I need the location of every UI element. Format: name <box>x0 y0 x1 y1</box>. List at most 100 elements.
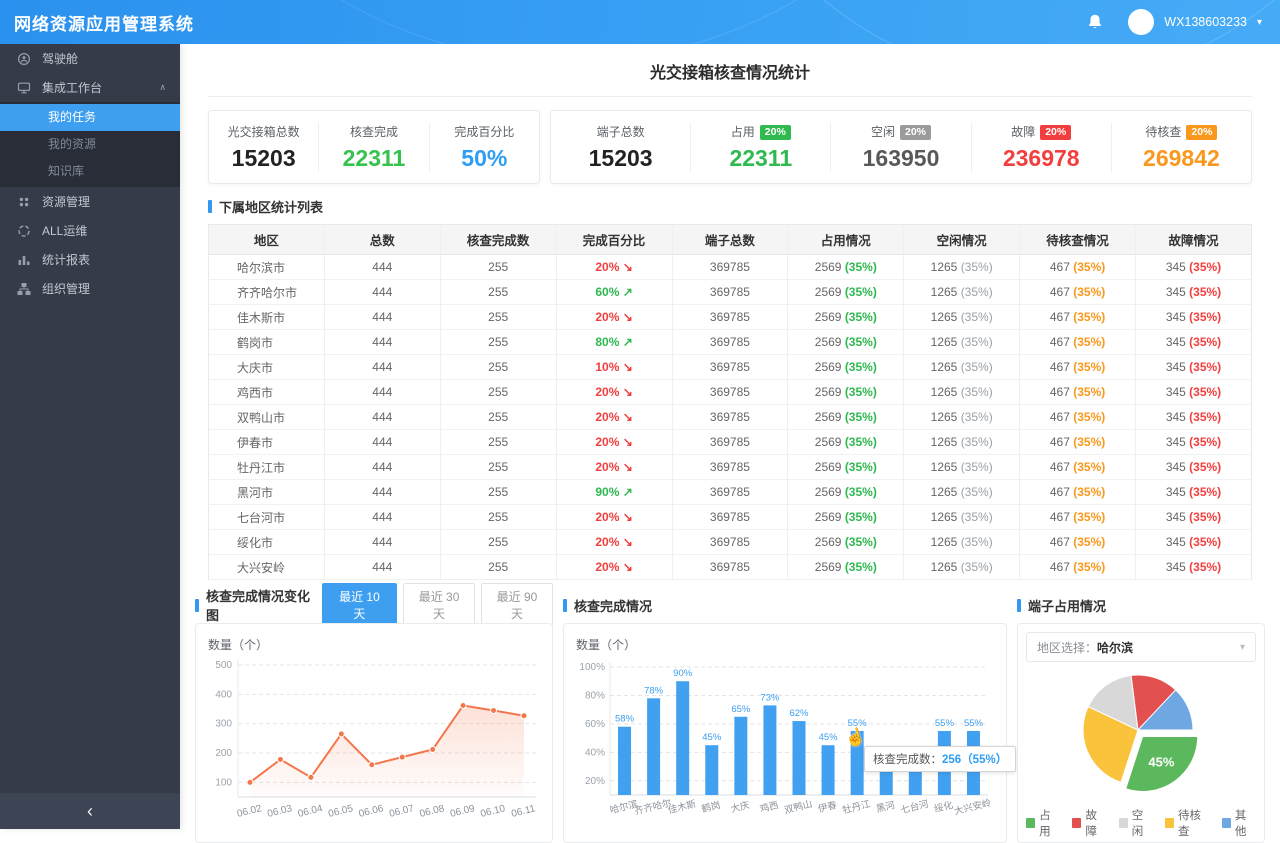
table-cell: 444 <box>324 380 440 405</box>
table-cell: 345 (35%) <box>1136 355 1252 380</box>
legend-item[interactable]: 待核查 <box>1165 807 1210 839</box>
sidebar-item-knowledge-base[interactable]: 知识库 <box>0 158 180 185</box>
down-trend-value: 10% ↘ <box>595 360 632 374</box>
legend-item[interactable]: 故障 <box>1072 807 1106 839</box>
pie-section-title: 端子占用情况 <box>1017 596 1106 615</box>
stat-value: 15203 <box>209 145 318 172</box>
column-header: 总数 <box>324 225 440 255</box>
svg-text:100%: 100% <box>579 662 605 673</box>
svg-text:45%: 45% <box>819 732 839 743</box>
svg-text:80%: 80% <box>585 690 605 701</box>
table-cell: 345 (35%) <box>1136 455 1252 480</box>
cell-percent: (35%) <box>845 310 877 324</box>
table-cell: 369785 <box>672 530 788 555</box>
table-cell: 2569 (35%) <box>788 480 904 505</box>
sidebar-item-my-tasks[interactable]: 我的任务 <box>0 104 180 131</box>
table-cell: 2569 (35%) <box>788 280 904 305</box>
stat-value: 269842 <box>1112 145 1251 172</box>
cell-percent: (35%) <box>1189 285 1221 299</box>
cell-percent: (35%) <box>961 335 993 349</box>
svg-text:伊春: 伊春 <box>817 799 839 815</box>
sidebar-item-workbench[interactable]: 集成工作台 ∧ <box>0 73 180 102</box>
legend-label: 占用 <box>1039 807 1060 839</box>
range-30d-button[interactable]: 最近 30天 <box>403 583 475 627</box>
table-cell: 467 (35%) <box>1020 355 1136 380</box>
table-cell: 1265 (35%) <box>904 280 1020 305</box>
pie-chart[interactable]: 45% <box>1026 666 1256 798</box>
avatar[interactable] <box>1128 9 1154 35</box>
svg-text:45%: 45% <box>1148 754 1174 769</box>
stat-label: 光交接箱总数 <box>209 123 318 140</box>
cell-percent: (35%) <box>845 260 877 274</box>
range-90d-button[interactable]: 最近 90天 <box>481 583 553 627</box>
legend-swatch <box>1072 818 1081 828</box>
stat-label: 端子总数 <box>551 123 690 140</box>
sidebar-item-all-ops[interactable]: ALL运维 <box>0 216 180 245</box>
username[interactable]: WX138603233 <box>1164 15 1247 29</box>
svg-text:65%: 65% <box>731 704 751 715</box>
sidebar-item-label: 驾驶舱 <box>42 50 78 67</box>
table-cell: 467 (35%) <box>1020 255 1136 280</box>
sidebar-item-reports[interactable]: 统计报表 <box>0 245 180 274</box>
stat-value: 22311 <box>691 145 830 172</box>
table-cell: 1265 (35%) <box>904 255 1020 280</box>
region-select[interactable]: 地区选择：哈尔滨 ▾ <box>1026 632 1256 662</box>
table-cell: 467 (35%) <box>1020 305 1136 330</box>
svg-text:大庆: 大庆 <box>729 799 751 815</box>
time-range-buttons: 最近 10 天 最近 30天 最近 90天 <box>322 583 553 627</box>
table-cell: 467 (35%) <box>1020 505 1136 530</box>
cell-percent: (35%) <box>961 360 993 374</box>
page-title: 光交接箱核查情况统计 <box>208 44 1252 97</box>
stat-label: 核查完成 <box>319 123 428 140</box>
table-cell: 20% ↘ <box>556 555 672 580</box>
column-header: 完成百分比 <box>556 225 672 255</box>
sidebar-collapse-button[interactable]: ‹ <box>0 793 180 829</box>
table-cell: 2569 (35%) <box>788 355 904 380</box>
cell-percent: (35%) <box>1073 535 1105 549</box>
legend-item[interactable]: 空闲 <box>1119 807 1153 839</box>
cell-percent: (35%) <box>1073 385 1105 399</box>
range-10d-button[interactable]: 最近 10 天 <box>322 583 397 627</box>
notification-bell-icon[interactable] <box>1086 13 1104 31</box>
table-cell: 1265 (35%) <box>904 355 1020 380</box>
svg-text:06.09: 06.09 <box>449 803 476 820</box>
table-cell: 255 <box>440 455 556 480</box>
top-header: 网络资源应用管理系统 WX138603233 ▾ <box>0 0 1280 44</box>
region-cell: 牡丹江市 <box>209 455 325 480</box>
svg-text:60%: 60% <box>585 719 605 730</box>
svg-text:06.04: 06.04 <box>297 803 324 820</box>
table-cell: 255 <box>440 430 556 455</box>
cell-percent: (35%) <box>845 360 877 374</box>
bar-chart[interactable]: 20%40%60%80%100%58%哈尔滨78%齐齐哈尔90%佳木斯45%鹤岗… <box>572 655 994 831</box>
svg-text:300: 300 <box>215 719 232 730</box>
sidebar-item-cockpit[interactable]: 驾驶舱 <box>0 44 180 73</box>
sidebar: 驾驶舱 集成工作台 ∧ 我的任务 我的资源 知识库 资源管理 ALL运维 统计报… <box>0 44 180 829</box>
chevron-down-icon[interactable]: ▾ <box>1257 17 1262 28</box>
region-stats-table: 地区总数核查完成数完成百分比端子总数占用情况空闲情况待核查情况故障情况 哈尔滨市… <box>208 224 1252 580</box>
svg-text:100: 100 <box>215 777 232 788</box>
bar-chart-icon <box>17 253 31 267</box>
table-cell: 444 <box>324 330 440 355</box>
svg-text:鸡西: 鸡西 <box>759 799 780 815</box>
pie-legend: 占用故障空闲待核查其他 <box>1026 807 1256 839</box>
table-cell: 2569 (35%) <box>788 430 904 455</box>
svg-text:绥化: 绥化 <box>933 799 955 815</box>
table-cell: 2569 (35%) <box>788 555 904 580</box>
table-cell: 345 (35%) <box>1136 530 1252 555</box>
svg-text:73%: 73% <box>760 692 780 703</box>
legend-item[interactable]: 其他 <box>1222 807 1256 839</box>
sidebar-item-my-resources[interactable]: 我的资源 <box>0 131 180 158</box>
sidebar-item-org-mgmt[interactable]: 组织管理 <box>0 274 180 303</box>
legend-item[interactable]: 占用 <box>1026 807 1060 839</box>
sidebar-item-resource-mgmt[interactable]: 资源管理 <box>0 187 180 216</box>
cell-percent: (35%) <box>1189 360 1221 374</box>
column-header: 故障情况 <box>1136 225 1252 255</box>
